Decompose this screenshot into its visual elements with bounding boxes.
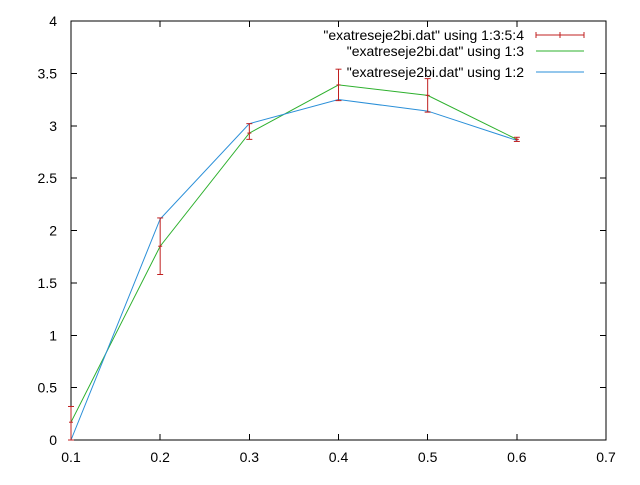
x-tick-label: 0.5 (418, 449, 438, 465)
x-tick-label: 0.4 (329, 449, 349, 465)
y-tick-label: 2 (49, 223, 57, 239)
legend-label: "exatreseje2bi.dat" using 1:3 (347, 43, 524, 59)
y-tick-label: 0.5 (38, 380, 58, 396)
legend-label: "exatreseje2bi.dat" using 1:3:5:4 (323, 27, 524, 43)
x-tick-label: 0.6 (507, 449, 527, 465)
x-tick-label: 0.2 (150, 449, 170, 465)
series-line-2 (70, 99, 517, 441)
x-tick-label: 0.7 (596, 449, 616, 465)
y-tick-label: 3 (49, 118, 57, 134)
y-axis: 0 0.5 1 1.5 2 2.5 3 3.5 4 (38, 13, 606, 448)
x-tick-label: 0.1 (61, 449, 81, 465)
y-tick-label: 1 (49, 327, 57, 343)
y-tick-label: 0 (49, 432, 57, 448)
plot-area (68, 68, 520, 441)
legend-label: "exatreseje2bi.dat" using 1:2 (347, 64, 524, 80)
y-tick-label: 1.5 (38, 275, 58, 291)
series-line-1 (70, 84, 518, 423)
y-tick-label: 4 (49, 13, 57, 29)
y-tick-label: 3.5 (38, 65, 58, 81)
x-tick-label: 0.3 (240, 449, 260, 465)
legend: "exatreseje2bi.dat" using 1:3:5:4"exatre… (323, 27, 585, 80)
y-tick-label: 2.5 (38, 170, 58, 186)
x-axis: 0.1 0.2 0.3 0.4 0.5 0.6 0.7 (61, 21, 616, 465)
